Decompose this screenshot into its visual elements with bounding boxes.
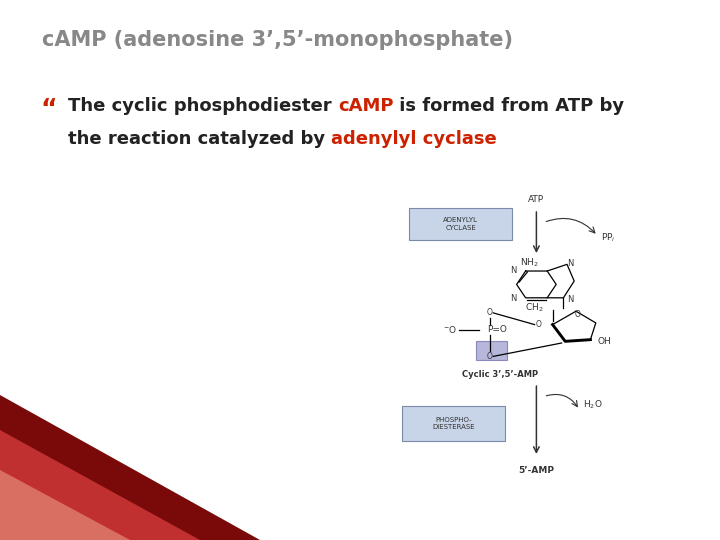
FancyBboxPatch shape bbox=[409, 208, 513, 240]
Text: 5’-AMP: 5’-AMP bbox=[518, 465, 554, 475]
Text: H$_2$O: H$_2$O bbox=[583, 399, 603, 411]
Text: “: “ bbox=[40, 97, 56, 121]
Text: PHOSPHO-
DIESTERASE: PHOSPHO- DIESTERASE bbox=[432, 417, 475, 430]
Text: The cyclic phosphodiester: The cyclic phosphodiester bbox=[68, 97, 338, 115]
Text: N: N bbox=[510, 266, 516, 274]
Text: the reaction catalyzed by: the reaction catalyzed by bbox=[68, 130, 331, 148]
Text: is formed from ATP by: is formed from ATP by bbox=[393, 97, 624, 115]
Text: $^{-}$O: $^{-}$O bbox=[443, 324, 457, 335]
Text: N: N bbox=[510, 294, 516, 303]
Text: ATP: ATP bbox=[528, 194, 544, 204]
Text: ADENYLYL
CYCLASE: ADENYLYL CYCLASE bbox=[444, 218, 478, 231]
Text: PP$_i$: PP$_i$ bbox=[601, 231, 616, 244]
Text: O: O bbox=[535, 320, 541, 329]
FancyBboxPatch shape bbox=[402, 406, 505, 441]
Text: O: O bbox=[487, 352, 492, 361]
Text: cAMP: cAMP bbox=[338, 97, 393, 115]
Text: Cyclic 3’,5’-AMP: Cyclic 3’,5’-AMP bbox=[462, 370, 539, 379]
Text: cAMP (adenosine 3’,5’-monophosphate): cAMP (adenosine 3’,5’-monophosphate) bbox=[42, 30, 513, 50]
Text: P=O: P=O bbox=[487, 325, 507, 334]
Polygon shape bbox=[0, 395, 260, 540]
Text: OH: OH bbox=[598, 337, 611, 346]
Text: N: N bbox=[567, 259, 574, 268]
Text: adenylyl cyclase: adenylyl cyclase bbox=[331, 130, 497, 148]
Polygon shape bbox=[0, 470, 130, 540]
Polygon shape bbox=[0, 430, 200, 540]
Text: O: O bbox=[575, 310, 581, 319]
Text: CH$_2$: CH$_2$ bbox=[525, 302, 544, 314]
FancyBboxPatch shape bbox=[477, 341, 507, 360]
Text: O: O bbox=[487, 308, 492, 318]
Text: NH$_2$: NH$_2$ bbox=[520, 256, 539, 269]
Text: N: N bbox=[567, 295, 574, 304]
